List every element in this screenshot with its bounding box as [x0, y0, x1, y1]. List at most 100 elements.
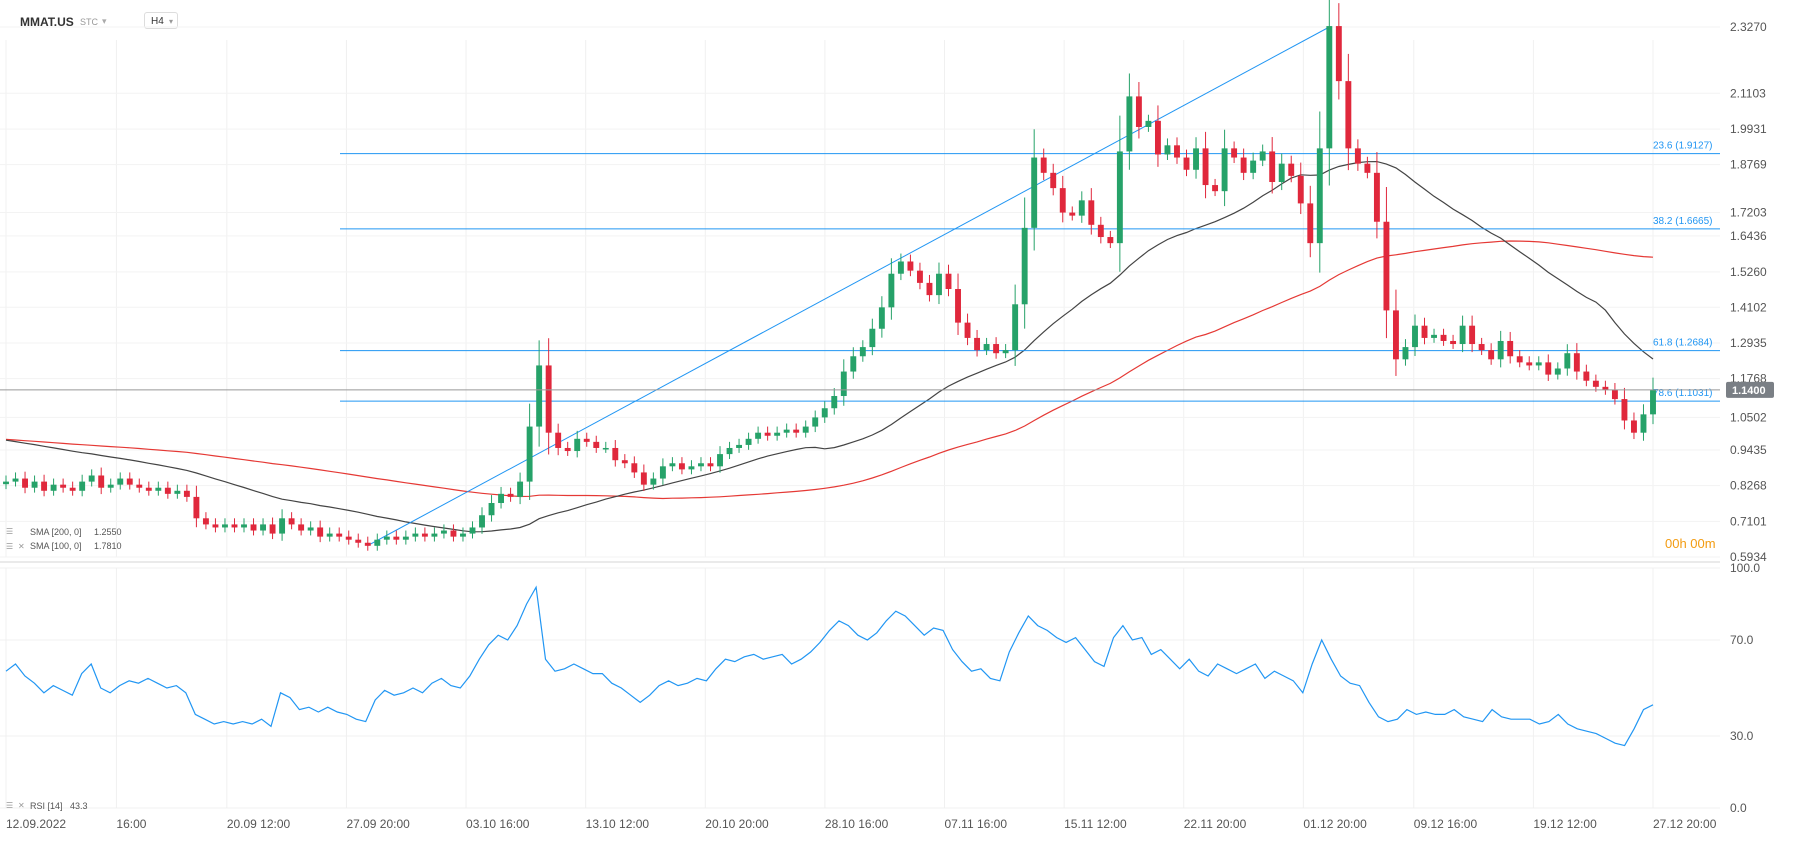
price-axis-label: 1.2935	[1730, 336, 1767, 350]
candle-body	[279, 518, 286, 534]
candle-body	[688, 466, 695, 470]
candle-body	[545, 365, 552, 433]
candle-body	[41, 481, 48, 491]
candle-body	[736, 444, 743, 448]
candle-body	[393, 536, 400, 540]
candle-body	[1554, 368, 1561, 375]
candle-body	[1231, 148, 1238, 158]
candle-body	[22, 478, 28, 488]
candle-body	[650, 478, 657, 485]
timeframe-selector[interactable]: H4 ▾	[144, 12, 178, 29]
candle-body	[1021, 227, 1028, 305]
current-price-tag	[1726, 381, 1774, 398]
candlestick-series	[3, 0, 1656, 551]
candle-body	[1383, 221, 1390, 311]
symbol-label[interactable]: MMAT.US	[20, 15, 74, 29]
fibonacci-retracement[interactable]: 23.6 (1.9127) 38.2 (1.6665) 61.8 (1.2684) 7…	[340, 141, 1720, 402]
candle-body	[1126, 96, 1133, 152]
candle-body	[536, 365, 543, 427]
indicator-legend: ☰ SMA [200, 0] 1.2550 ☰ ✕ SMA [100, 0] 1…	[6, 527, 122, 551]
candle-body	[602, 447, 609, 450]
candle-body	[12, 478, 19, 482]
rsi-grid-lines	[0, 567, 1720, 809]
candle-body	[364, 542, 371, 546]
candle-body	[1078, 200, 1085, 216]
candle-body	[1488, 350, 1495, 360]
chevron-down-icon[interactable]: ▾	[102, 16, 107, 26]
chart-toolbar: MMAT.US STC ▾ H4 ▾	[0, 0, 1793, 40]
candle-body	[1107, 237, 1114, 244]
candle-body	[945, 273, 952, 290]
candle-body	[955, 289, 961, 323]
candle-body	[1393, 310, 1399, 360]
current-price-value: 1.1400	[1732, 385, 1766, 397]
fibonacci-trend-line[interactable]	[367, 26, 1330, 546]
candle-body	[1221, 148, 1228, 192]
sma-100-value: 1.7810	[94, 541, 122, 551]
candle-body	[1202, 148, 1209, 186]
candle-body	[412, 533, 419, 537]
candle-body	[1012, 304, 1019, 351]
fib-level-label: 61.8 (1.2684)	[1653, 338, 1713, 349]
candle-body	[88, 475, 95, 482]
close-icon[interactable]: ✕	[18, 801, 25, 810]
list-icon[interactable]: ☰	[6, 801, 13, 810]
candle-body	[1583, 371, 1590, 381]
candle-body	[212, 524, 219, 528]
source-label: STC	[80, 17, 98, 27]
candle-body	[155, 487, 162, 491]
candle-body	[336, 533, 343, 537]
candle-body	[916, 270, 923, 283]
candle-body	[745, 438, 752, 445]
price-axis-label: 1.7203	[1730, 205, 1767, 219]
candle-body	[1269, 151, 1276, 183]
time-axis-label: 01.12 20:00	[1303, 817, 1367, 831]
candle-body	[298, 524, 305, 531]
candle-body	[1031, 157, 1038, 228]
candle-body	[107, 484, 114, 488]
timeframe-label: H4	[151, 16, 164, 27]
candle-body	[726, 447, 733, 455]
list-icon[interactable]: ☰	[6, 542, 13, 551]
candle-body	[783, 429, 790, 433]
candle-body	[983, 344, 990, 351]
price-axis-label: 0.8268	[1730, 479, 1767, 493]
candle-body	[250, 524, 257, 531]
candle-body	[136, 484, 143, 488]
time-axis-label: 09.12 16:00	[1414, 817, 1478, 831]
rsi-axis-label: 0.0	[1730, 801, 1747, 815]
candle-body	[288, 518, 295, 525]
rsi-legend-value: 43.3	[70, 801, 88, 811]
candle-body	[1174, 145, 1180, 158]
candle-body	[1535, 362, 1542, 366]
candle-body	[1316, 148, 1323, 244]
price-axis-label: 2.1103	[1730, 86, 1766, 100]
candle-body	[1507, 340, 1514, 357]
candle-body	[1469, 325, 1476, 345]
candle-body	[1145, 120, 1152, 127]
candle-body	[307, 527, 314, 531]
candle-body	[1373, 172, 1380, 222]
candle-body	[1602, 386, 1609, 390]
time-axis-label: 27.09 20:00	[346, 817, 410, 831]
candle-body	[1545, 362, 1552, 375]
candle-body	[974, 337, 981, 351]
candle-body	[840, 371, 847, 397]
candle-body	[812, 417, 819, 427]
candle-body	[774, 432, 781, 436]
price-axis-label: 2.3270	[1730, 20, 1767, 34]
candle-body	[1592, 380, 1599, 387]
candle-body	[1212, 185, 1219, 192]
time-axis-label: 20.10 20:00	[705, 817, 769, 831]
candle-body	[555, 432, 562, 448]
candle-body	[640, 472, 647, 485]
candle-body	[1164, 145, 1171, 155]
candle-body	[831, 396, 838, 409]
close-icon[interactable]: ✕	[18, 542, 25, 551]
time-axis-label: 16:00	[116, 817, 146, 831]
list-icon[interactable]: ☰	[6, 527, 13, 536]
candle-body	[878, 307, 885, 329]
time-axis: 12.09.2022 16:00 20.09 12:00 27.09 20:00 03.…	[6, 817, 1717, 831]
candle-body	[574, 438, 581, 452]
